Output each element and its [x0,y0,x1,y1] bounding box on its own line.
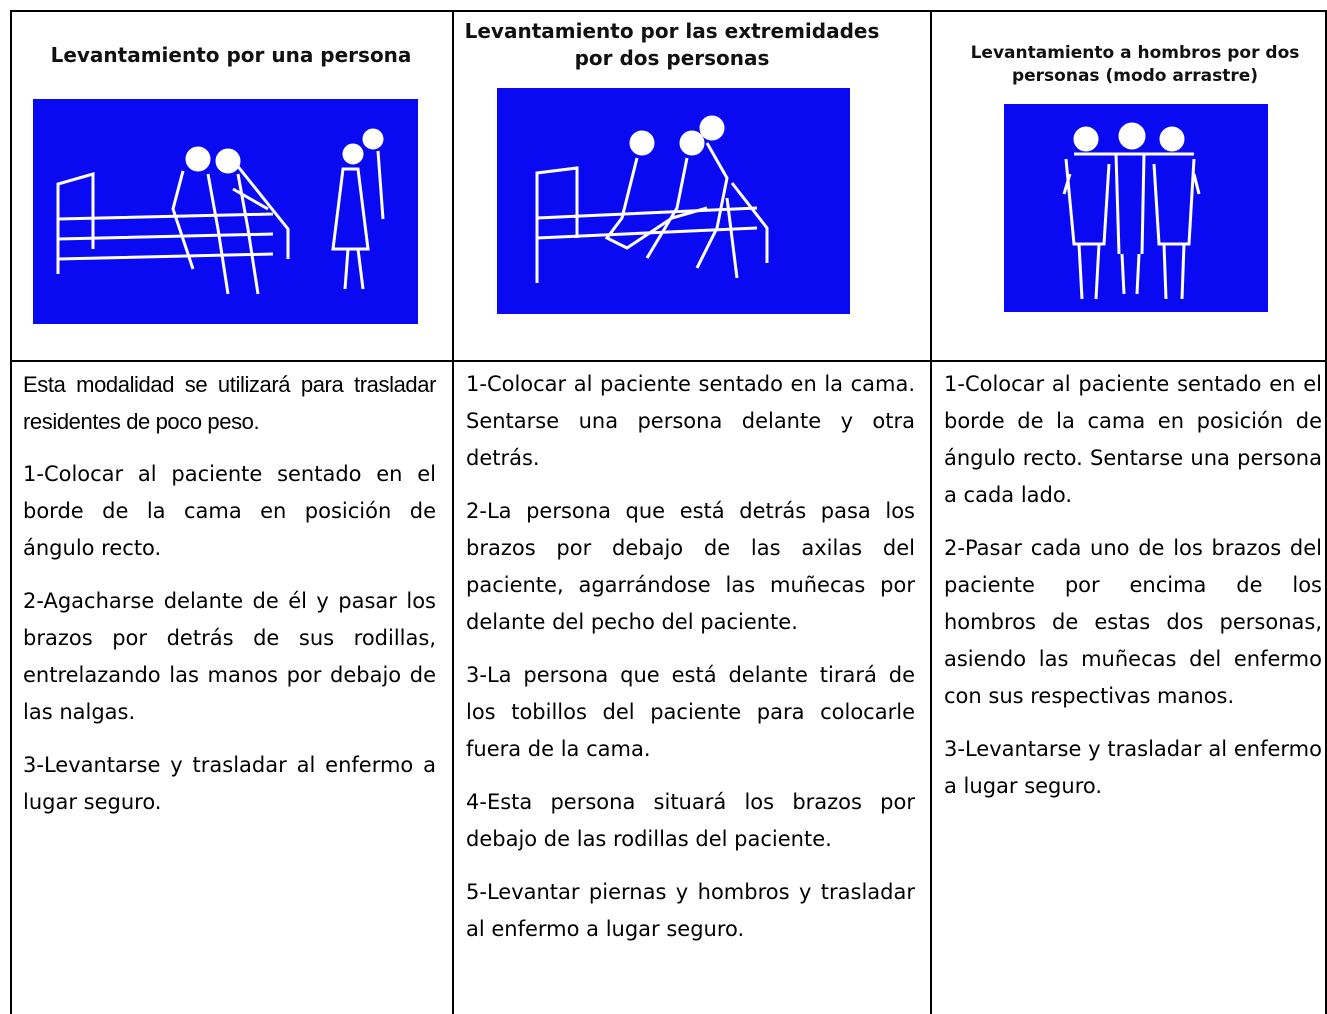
step-text: 2-Pasar cada uno de los brazos del pacie… [944,536,1322,708]
cell: 1-Colocar al paciente sentado en el bord… [944,366,1322,821]
step-text: 1-Colocar al paciente sentado en el bord… [944,372,1322,507]
illustration [33,99,418,324]
step-text: 2-La persona que está detrás pasa los br… [466,499,915,634]
drawing [1062,122,1201,300]
cell: 1-Colocar al paciente sentado en la cama… [466,366,915,964]
drawing [56,128,385,295]
step-text: 3-Levantarse y trasladar al enfermo a lu… [23,753,436,814]
border [930,10,932,1014]
drawing [535,115,769,283]
header-title: Levantamiento a hombros por dos personas… [970,43,1300,86]
step-text: 1-Colocar al paciente sentado en el bord… [23,462,436,560]
step-text: 3-Levantarse y trasladar al enfermo a lu… [944,737,1322,798]
step-text: 3-La persona que está delante tirará de … [466,663,915,761]
illustration [497,88,850,314]
border [1325,10,1327,1014]
step-text: 2-Agacharse delante de él y pasar los br… [23,589,436,724]
illustration [1004,104,1268,312]
header-title: Levantamiento por una persona [50,43,412,67]
step-text: 4-Esta persona situará los brazos por de… [466,790,915,851]
border [452,10,454,1014]
border [10,360,1327,362]
border [10,10,1327,12]
header-title: Levantamiento por las extremidades por d… [464,19,880,70]
intro-text: Esta modalidad se utilizará para traslad… [23,372,436,434]
cell: Esta modalidad se utilizará para traslad… [23,366,436,837]
step-text: 1-Colocar al paciente sentado en la cama… [466,372,915,470]
border [10,10,12,1014]
step-text: 5-Levantar piernas y hombros y trasladar… [466,880,915,941]
